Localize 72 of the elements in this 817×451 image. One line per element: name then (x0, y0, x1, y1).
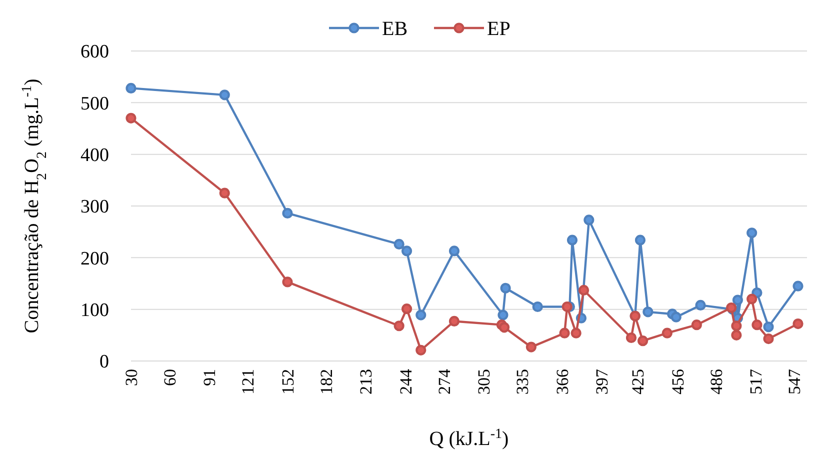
point (763, 322, 774, 332)
point (626, 332, 637, 344)
point (219, 188, 230, 198)
x-tick-label: 366 (552, 369, 572, 394)
point (763, 333, 774, 344)
point (570, 328, 582, 338)
point (219, 90, 230, 100)
point (662, 328, 672, 338)
point (752, 320, 762, 330)
y-tick-label: 400 (80, 144, 109, 166)
point (500, 282, 511, 294)
point (401, 246, 412, 256)
x-tick-label: 486 (706, 369, 726, 394)
point (691, 320, 702, 330)
x-tick-label: 91 (200, 369, 220, 386)
point (566, 234, 578, 246)
x-tick-label: 335 (513, 369, 532, 394)
x-tick-label: 456 (668, 369, 688, 394)
point (792, 280, 804, 292)
point (126, 112, 136, 124)
x-tick-label: 547 (785, 368, 804, 394)
y-tick-label: 100 (80, 300, 109, 321)
x-axis-title: Q (kJ.L$^{-1}$) (429, 426, 509, 450)
point (746, 294, 758, 304)
point (498, 310, 508, 320)
point (394, 320, 404, 332)
x-tick-label: 121 (238, 369, 258, 394)
y-tick-label: 600 (80, 42, 109, 63)
y-tick-label: 200 (80, 248, 109, 270)
x-tick-label: 425 (628, 369, 648, 394)
legend-label: EP (487, 18, 510, 40)
point (638, 336, 648, 346)
y-tick-label: 300 (80, 196, 109, 218)
point (792, 318, 804, 330)
point (498, 322, 510, 333)
point (732, 294, 744, 306)
point (731, 320, 742, 332)
x-tick-label: 517 (746, 368, 766, 394)
point (634, 234, 646, 246)
point (695, 300, 706, 310)
point (731, 330, 742, 340)
x-tick-label: 397 (592, 368, 612, 394)
point (584, 214, 594, 226)
x-tick-label: 30 (122, 369, 141, 386)
x-tick-label: 213 (356, 369, 376, 394)
point (394, 238, 404, 250)
x-tick-label: 244 (396, 368, 416, 394)
point (670, 312, 682, 322)
point (532, 301, 543, 312)
legend-label: EB (382, 18, 408, 40)
point (578, 284, 590, 296)
point (448, 246, 460, 256)
point (559, 328, 570, 338)
point (752, 288, 762, 298)
y-tick-label: 0 (100, 352, 109, 373)
point (416, 310, 426, 320)
point (746, 228, 758, 238)
x-tick-label: 182 (316, 369, 336, 394)
x-tick-label: 60 (160, 369, 180, 386)
point (282, 276, 293, 288)
point (126, 82, 136, 94)
point (562, 301, 572, 312)
point (401, 304, 412, 314)
point (642, 306, 654, 318)
x-tick-label: 274 (434, 368, 454, 394)
x-tick-label: 152 (278, 369, 298, 394)
point (416, 344, 426, 356)
point (526, 342, 537, 352)
x-tick-label: 305 (474, 369, 494, 394)
y-tick-label: 500 (80, 93, 109, 114)
point (282, 208, 293, 219)
point (448, 316, 460, 327)
